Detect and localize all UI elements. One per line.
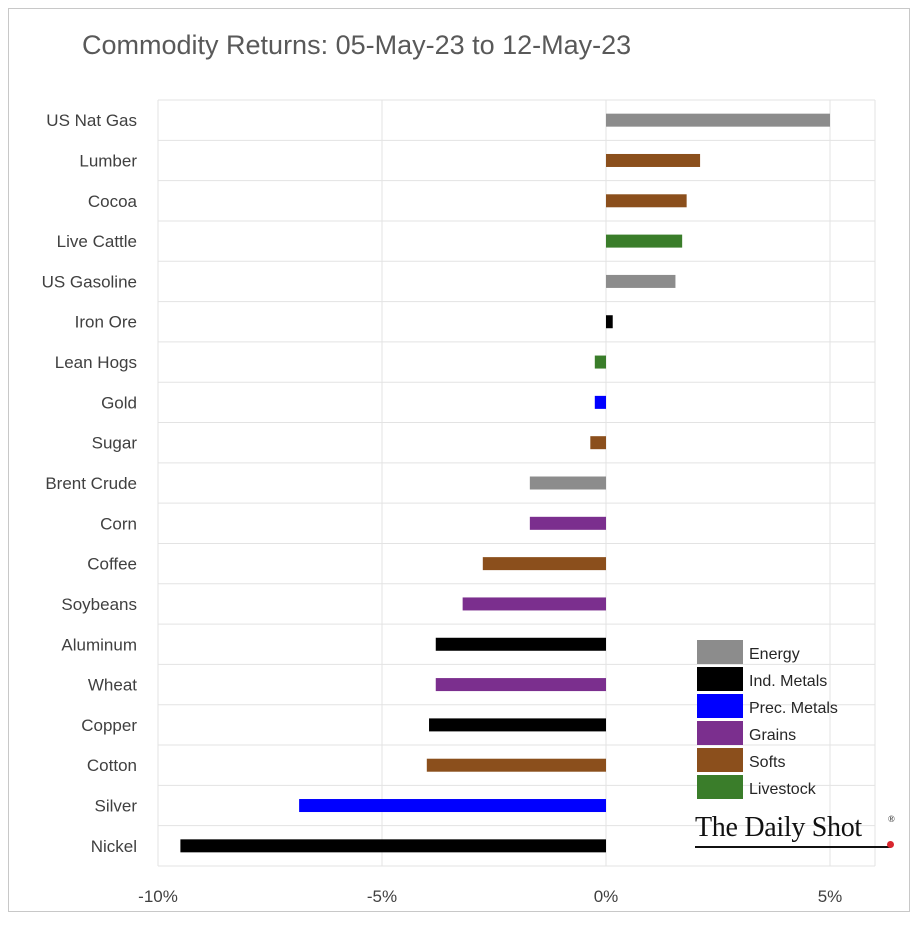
category-label: US Nat Gas <box>46 111 137 130</box>
category-label: Sugar <box>92 434 138 453</box>
bar-soybeans <box>462 597 606 611</box>
bar-lean-hogs <box>594 355 606 369</box>
x-tick-label: -10% <box>138 887 178 906</box>
bar-silver <box>299 799 606 813</box>
daily-shot-logo: The Daily Shot <box>695 812 862 843</box>
legend-swatch <box>697 775 743 799</box>
legend-label: Energy <box>749 646 800 663</box>
bar-cotton <box>426 758 606 772</box>
bar-sugar <box>590 436 606 450</box>
category-label: Aluminum <box>61 635 137 654</box>
bar-us-nat-gas <box>606 113 830 127</box>
legend-swatch <box>697 721 743 745</box>
bar-corn <box>529 516 606 530</box>
category-label: Corn <box>100 514 137 533</box>
x-tick-label: -5% <box>367 887 397 906</box>
bar-nickel <box>180 839 606 853</box>
legend-label: Softs <box>749 754 785 771</box>
category-label: Cocoa <box>88 192 138 211</box>
legend-swatch <box>697 748 743 772</box>
category-label: Nickel <box>91 837 137 856</box>
bar-iron-ore <box>606 315 613 329</box>
chart-title: Commodity Returns: 05-May-23 to 12-May-2… <box>82 30 632 60</box>
x-tick-label: 0% <box>594 887 619 906</box>
category-label: Gold <box>101 393 137 412</box>
logo-dot <box>887 841 894 848</box>
bar-aluminum <box>435 637 606 651</box>
category-label: Cotton <box>87 756 137 775</box>
bar-lumber <box>606 153 701 167</box>
bar-us-gasoline <box>606 274 676 288</box>
legend-label: Grains <box>749 727 796 744</box>
category-label: Brent Crude <box>45 474 137 493</box>
bar-gold <box>594 395 606 409</box>
legend-swatch <box>697 667 743 691</box>
legend-label: Prec. Metals <box>749 700 838 717</box>
legend-label: Livestock <box>749 781 817 798</box>
bar-coffee <box>482 557 606 571</box>
legend: Energy Ind. Metals Prec. Metals Grains Softs… <box>697 640 838 799</box>
x-tick-labels: -10% -5% 0% 5% <box>138 887 842 906</box>
bar-brent-crude <box>529 476 606 490</box>
grid-lines <box>157 99 876 867</box>
bar-live-cattle <box>606 234 683 248</box>
bar-wheat <box>435 678 606 692</box>
bar-cocoa <box>606 194 687 208</box>
logo-underline <box>695 846 891 848</box>
category-label: Coffee <box>87 555 137 574</box>
category-label: Copper <box>81 716 137 735</box>
x-tick-label: 5% <box>818 887 843 906</box>
registered-mark: ® <box>888 814 895 824</box>
legend-swatch <box>697 694 743 718</box>
category-labels: US Nat Gas Lumber Cocoa Live Cattle US Gasol… <box>42 111 138 856</box>
category-label: Wheat <box>88 676 137 695</box>
category-label: Iron Ore <box>75 313 137 332</box>
bar-copper <box>429 718 606 732</box>
bars <box>180 113 830 853</box>
category-label: Lean Hogs <box>55 353 137 372</box>
category-label: Lumber <box>79 151 137 170</box>
legend-swatch <box>697 640 743 664</box>
category-label: Soybeans <box>61 595 137 614</box>
legend-label: Ind. Metals <box>749 673 827 690</box>
category-label: Live Cattle <box>57 232 137 251</box>
category-label: Silver <box>94 797 137 816</box>
category-label: US Gasoline <box>42 272 137 291</box>
